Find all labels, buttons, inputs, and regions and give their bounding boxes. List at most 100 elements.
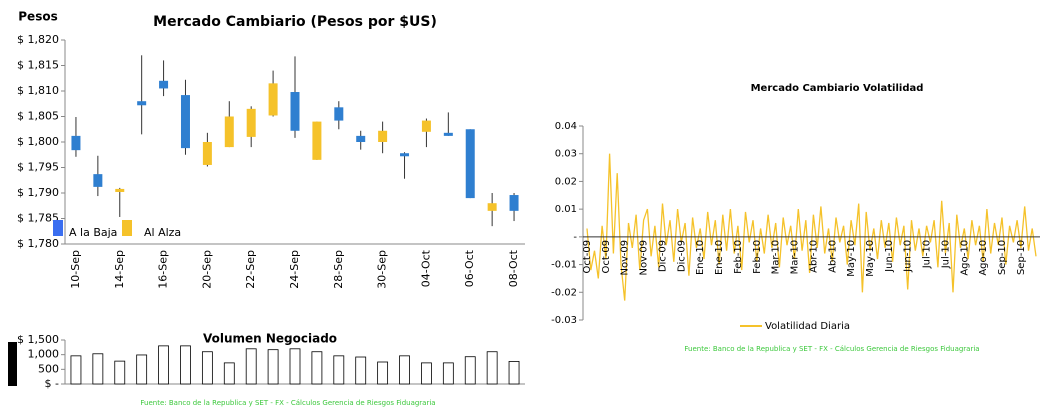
y-tick-label: $ 1,815: [17, 59, 59, 72]
x-tick-label: Dic-09: [676, 240, 687, 272]
y-tick-label: -0.02: [551, 287, 577, 298]
x-tick-label: 16-Sep: [157, 250, 170, 289]
x-tick-label: Mar-10: [790, 240, 801, 275]
candle-body: [421, 120, 431, 132]
legend-swatch: [122, 220, 132, 236]
y-tick-label: $ 1,805: [17, 110, 59, 123]
y-tick-label: 0.04: [555, 121, 577, 132]
candle-body: [71, 135, 81, 151]
x-tick-label: May-10: [846, 240, 857, 277]
bar: [333, 355, 345, 385]
y-tick-label: $ 1,820: [17, 33, 59, 46]
chart-title: Volumen Negociado: [203, 332, 337, 346]
bar: [70, 355, 82, 385]
x-tick-label: 22-Sep: [244, 250, 257, 289]
bar: [201, 351, 213, 385]
y-tick-label: $ 1,785: [17, 212, 59, 225]
x-tick-label: Feb-10: [752, 240, 763, 274]
source-note: Fuente: Banco de la Republica y SET - FX…: [684, 345, 979, 353]
bar: [421, 362, 432, 385]
x-tick-label: Abr-10: [808, 240, 819, 273]
y-tick-label: $ -: [45, 377, 59, 390]
bar: [464, 356, 476, 385]
bar: [180, 345, 191, 385]
y-tick-label: $ 1,800: [17, 135, 59, 148]
candle-body: [334, 107, 344, 121]
x-tick-label: Jun-10: [884, 240, 895, 273]
x-tick-label: Oct-09: [582, 240, 593, 274]
bar: [136, 354, 148, 385]
candle-body: [202, 142, 212, 165]
candle-body: [246, 108, 256, 137]
bar: [267, 349, 279, 385]
bar: [355, 356, 367, 385]
candle-body: [378, 130, 388, 142]
x-tick-label: 24-Sep: [288, 250, 301, 289]
candle-body: [443, 132, 453, 136]
chart-title: Mercado Cambiario Volatilidad: [751, 83, 924, 94]
x-tick-label: 10-Sep: [69, 250, 82, 289]
candle-body: [93, 174, 103, 187]
x-tick-label: Ago-10: [959, 240, 970, 276]
candle-body: [115, 188, 125, 192]
bar: [92, 353, 104, 385]
x-tick-label: Ene-10: [695, 240, 706, 275]
source-note: Fuente: Banco de la Republica y SET - FX…: [140, 399, 435, 407]
y-tick-label: 0.03: [555, 149, 577, 160]
y-axis-label: Pesos: [18, 10, 57, 24]
bar: [311, 351, 323, 385]
x-tick-label: 28-Sep: [332, 250, 345, 289]
x-tick-label: 14-Sep: [113, 250, 126, 289]
bar: [442, 362, 454, 385]
candle-body: [180, 95, 190, 149]
bar: [508, 361, 520, 385]
y-tick-label: 500: [38, 362, 59, 375]
x-tick-label: Feb-10: [733, 240, 744, 274]
x-tick-label: 20-Sep: [200, 250, 213, 289]
x-tick-label: Nov-09: [639, 240, 650, 276]
legend-label: Volatilidad Diaria: [765, 321, 850, 332]
bar: [486, 351, 498, 385]
x-tick-label: Dic-09: [657, 240, 668, 272]
candle-body: [465, 129, 475, 199]
x-tick-label: Ago-10: [978, 240, 989, 276]
candle-body: [224, 116, 234, 148]
y-tick-label: $ 1,810: [17, 84, 59, 97]
candle-body: [487, 203, 497, 211]
x-tick-label: Abr-10: [827, 240, 838, 273]
x-tick-label: Nov-09: [620, 240, 631, 276]
data-line: [586, 153, 1037, 301]
bar: [377, 361, 389, 385]
y-tick-label: $ 1,795: [17, 161, 59, 174]
bar: [245, 348, 257, 385]
y-tick-label: $ 1,790: [17, 186, 59, 199]
candle-body: [400, 153, 410, 157]
y-tick-label: $ 1,780: [17, 237, 59, 250]
legend-marker: [8, 342, 17, 386]
y-tick-label: 1,000: [28, 348, 60, 361]
x-tick-label: Mar-10: [771, 240, 782, 275]
legend-label: A la Baja: [69, 226, 117, 239]
candle-body: [356, 135, 366, 142]
bar: [114, 360, 126, 385]
y-tick-label: -: [573, 232, 577, 243]
x-tick-label: Jun-10: [903, 240, 914, 273]
candle-body: [137, 101, 147, 106]
bar: [289, 348, 301, 385]
x-tick-label: Sep-10: [1016, 240, 1027, 275]
x-tick-label: 06-Oct: [463, 249, 476, 287]
candle-body: [312, 121, 322, 160]
x-tick-label: 30-Sep: [376, 250, 389, 289]
x-tick-label: 08-Oct: [507, 249, 520, 287]
legend-swatch: [53, 220, 63, 236]
y-tick-label: $ 1,500: [17, 333, 59, 346]
y-tick-label: 0.01: [555, 204, 577, 215]
bar: [158, 345, 169, 385]
x-tick-label: Sep-10: [997, 240, 1008, 275]
legend-label: Al Alza: [144, 226, 181, 239]
x-tick-label: Jul-10: [940, 240, 951, 269]
x-tick-label: 04-Oct: [419, 249, 432, 287]
bar: [223, 362, 235, 385]
bar: [399, 355, 410, 385]
